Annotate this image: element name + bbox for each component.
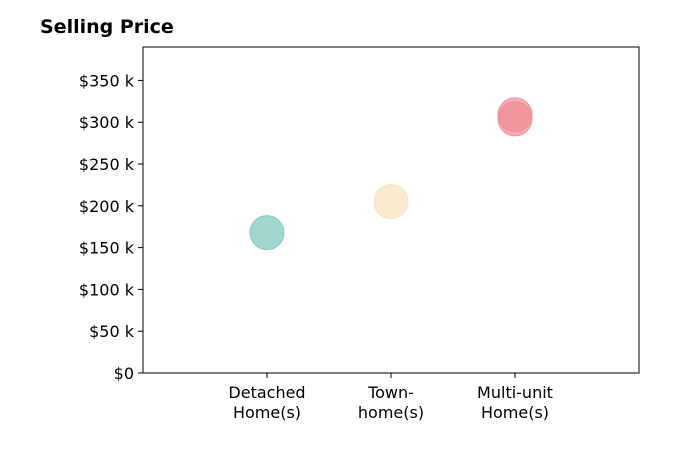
x-axis: DetachedHome(s)Town-home(s)Multi-unitHom… xyxy=(228,373,553,422)
y-tick-label: $50 k xyxy=(89,322,135,341)
plot-frame xyxy=(142,46,640,374)
y-axis: $0 $50 k $100 k $150 k $200 k $250 k $300 k $35… xyxy=(79,71,143,383)
y-tick-label: $250 k xyxy=(79,155,135,174)
y-tick-label: $200 k xyxy=(79,197,135,216)
x-tick-label: Town- xyxy=(367,383,414,402)
x-tick-label: Detached xyxy=(228,383,305,402)
chart-title: Selling Price xyxy=(40,16,174,38)
y-tick-label: $350 k xyxy=(79,71,135,90)
y-tick-label: $0 xyxy=(114,364,134,383)
data-points xyxy=(249,97,533,251)
x-tick-label: Home(s) xyxy=(481,403,549,422)
x-tick-label: Multi-unit xyxy=(477,383,553,402)
data-point xyxy=(497,101,533,137)
data-point xyxy=(373,184,409,220)
y-tick-label: $100 k xyxy=(79,280,135,299)
x-tick-label: home(s) xyxy=(358,403,424,422)
x-tick-label: Home(s) xyxy=(233,403,301,422)
data-point xyxy=(249,215,285,251)
y-tick-label: $150 k xyxy=(79,239,135,258)
y-tick-label: $300 k xyxy=(79,113,135,132)
